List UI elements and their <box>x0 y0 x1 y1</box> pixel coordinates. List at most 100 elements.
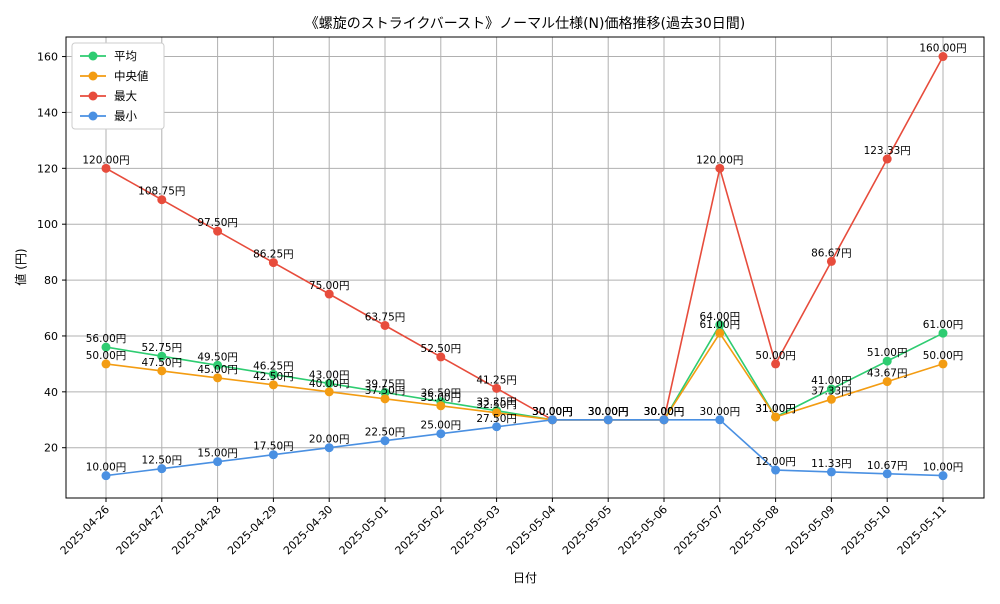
data-label: 15.00円 <box>197 448 238 460</box>
data-label: 30.00円 <box>588 406 629 418</box>
x-tick-label: 2025-05-03 <box>448 503 502 557</box>
legend-swatch-marker <box>88 71 98 81</box>
x-tick-label: 2025-04-26 <box>58 503 112 557</box>
legend-label: 中央値 <box>114 69 149 83</box>
y-axis-label: 値 (円) <box>13 248 28 285</box>
x-tick-label: 2025-05-08 <box>727 503 781 557</box>
legend-frame <box>71 42 165 130</box>
data-label: 27.50円 <box>476 413 517 425</box>
series-line <box>105 332 944 421</box>
data-label: 11.33円 <box>811 458 852 470</box>
data-label: 30.00円 <box>700 406 741 418</box>
legend-label: 最大 <box>114 89 137 103</box>
y-tick-label: 100 <box>37 218 58 231</box>
data-point <box>492 408 502 418</box>
y-tick-label: 120 <box>37 162 58 175</box>
data-label: 42.50円 <box>253 371 294 383</box>
y-axis-ticks: 20 40 60 80 100 120 140 160 <box>37 51 66 455</box>
legend-swatch-marker <box>88 51 98 61</box>
data-label: 30.00円 <box>588 406 629 418</box>
data-point <box>938 328 948 338</box>
data-point <box>826 384 836 394</box>
series-line <box>105 418 944 477</box>
x-tick-label: 2025-05-09 <box>783 503 837 557</box>
data-label: 123.33円 <box>864 145 911 157</box>
data-label: 43.00円 <box>309 369 350 381</box>
data-label: 32.50円 <box>476 399 517 411</box>
data-point <box>603 415 613 425</box>
data-point <box>826 467 836 477</box>
x-tick-label: 2025-04-30 <box>281 503 335 557</box>
data-label: 30.00円 <box>532 406 573 418</box>
data-point <box>771 359 781 369</box>
data-label: 30.00円 <box>644 406 685 418</box>
data-label: 75.00円 <box>309 280 350 292</box>
x-axis-ticks: 2025-04-26 2025-04-27 2025-04-28 2025-04-29… <box>58 498 949 557</box>
series-line <box>105 56 944 421</box>
data-point <box>213 457 223 467</box>
data-point <box>938 471 948 481</box>
data-label: 30.00円 <box>644 406 685 418</box>
x-tick-label: 2025-05-04 <box>504 503 558 557</box>
data-label: 30.00円 <box>588 406 629 418</box>
data-point <box>101 359 111 369</box>
data-label: 52.50円 <box>421 343 462 355</box>
data-point <box>213 226 223 236</box>
data-label: 51.00円 <box>867 347 908 359</box>
series-lines <box>101 52 948 481</box>
data-label: 160.00円 <box>919 43 966 55</box>
y-tick-label: 80 <box>44 274 58 287</box>
data-point <box>436 352 446 362</box>
data-point <box>826 256 836 266</box>
series-最小 <box>101 415 948 481</box>
data-label: 20.00円 <box>309 434 350 446</box>
data-label: 108.75円 <box>138 186 185 198</box>
data-label: 10.67円 <box>867 460 908 472</box>
data-point <box>547 415 557 425</box>
data-point <box>771 412 781 422</box>
data-label: 97.50円 <box>197 217 238 229</box>
data-point <box>882 356 892 366</box>
data-label: 39.75円 <box>365 379 406 391</box>
data-label: 120.00円 <box>82 154 129 166</box>
data-label: 12.00円 <box>755 456 796 468</box>
data-point <box>268 450 278 460</box>
data-label: 35.00円 <box>421 392 462 404</box>
data-point <box>715 328 725 338</box>
data-point <box>157 195 167 205</box>
data-label: 61.00円 <box>923 319 964 331</box>
data-point <box>268 380 278 390</box>
data-point <box>826 394 836 404</box>
data-label: 45.00円 <box>197 364 238 376</box>
data-label: 46.25円 <box>253 360 294 372</box>
legend-swatch-marker <box>88 91 98 101</box>
data-label: 86.67円 <box>811 247 852 259</box>
data-label: 30.00円 <box>588 406 629 418</box>
x-tick-label: 2025-04-29 <box>225 503 279 557</box>
data-point <box>101 342 111 352</box>
data-label: 30.00円 <box>532 406 573 418</box>
data-label: 49.50円 <box>197 351 238 363</box>
x-tick-label: 2025-05-05 <box>560 503 614 557</box>
x-tick-label: 2025-05-07 <box>672 503 726 557</box>
data-label: 25.00円 <box>421 420 462 432</box>
data-label: 86.25円 <box>253 249 294 261</box>
data-label: 52.75円 <box>142 342 183 354</box>
data-point <box>882 154 892 164</box>
data-label: 50.00円 <box>86 350 127 362</box>
y-tick-label: 40 <box>44 386 58 399</box>
data-label: 10.00円 <box>86 462 127 474</box>
data-point <box>380 436 390 446</box>
data-label: 30.00円 <box>532 406 573 418</box>
data-point <box>715 163 725 173</box>
data-point <box>157 464 167 474</box>
y-tick-label: 140 <box>37 106 58 119</box>
data-point <box>324 387 334 397</box>
data-point <box>492 383 502 393</box>
data-label: 22.50円 <box>365 427 406 439</box>
data-label: 12.50円 <box>142 455 183 467</box>
data-label: 50.00円 <box>923 350 964 362</box>
